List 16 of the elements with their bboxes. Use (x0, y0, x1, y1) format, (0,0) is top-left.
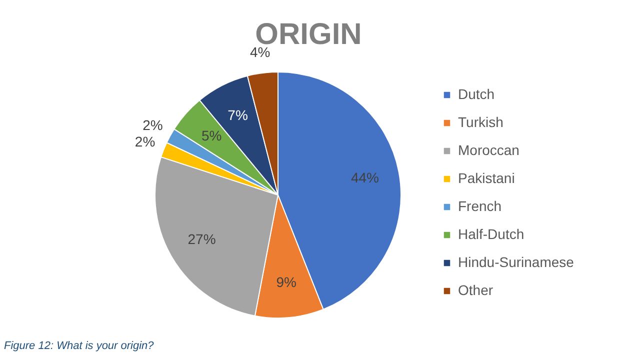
legend-label: Moroccan (458, 142, 520, 158)
legend-label: Other (458, 282, 494, 298)
legend-label: Turkish (458, 114, 504, 130)
data-label: 2% (134, 133, 156, 150)
legend-label: Pakistani (458, 170, 515, 186)
legend-label: Half-Dutch (458, 226, 524, 242)
data-label: 5% (201, 127, 222, 144)
data-label: 27% (188, 231, 216, 248)
data-label: 9% (276, 274, 296, 290)
data-label: 44% (350, 169, 380, 186)
legend-label: Hindu-Surinamese (458, 254, 574, 270)
caption: Figure 12: What is your origin? (4, 340, 154, 352)
legend-label: French (458, 198, 502, 214)
data-label: 7% (228, 107, 248, 124)
legend-label: Dutch (458, 86, 495, 102)
data-label: 2% (142, 117, 163, 134)
